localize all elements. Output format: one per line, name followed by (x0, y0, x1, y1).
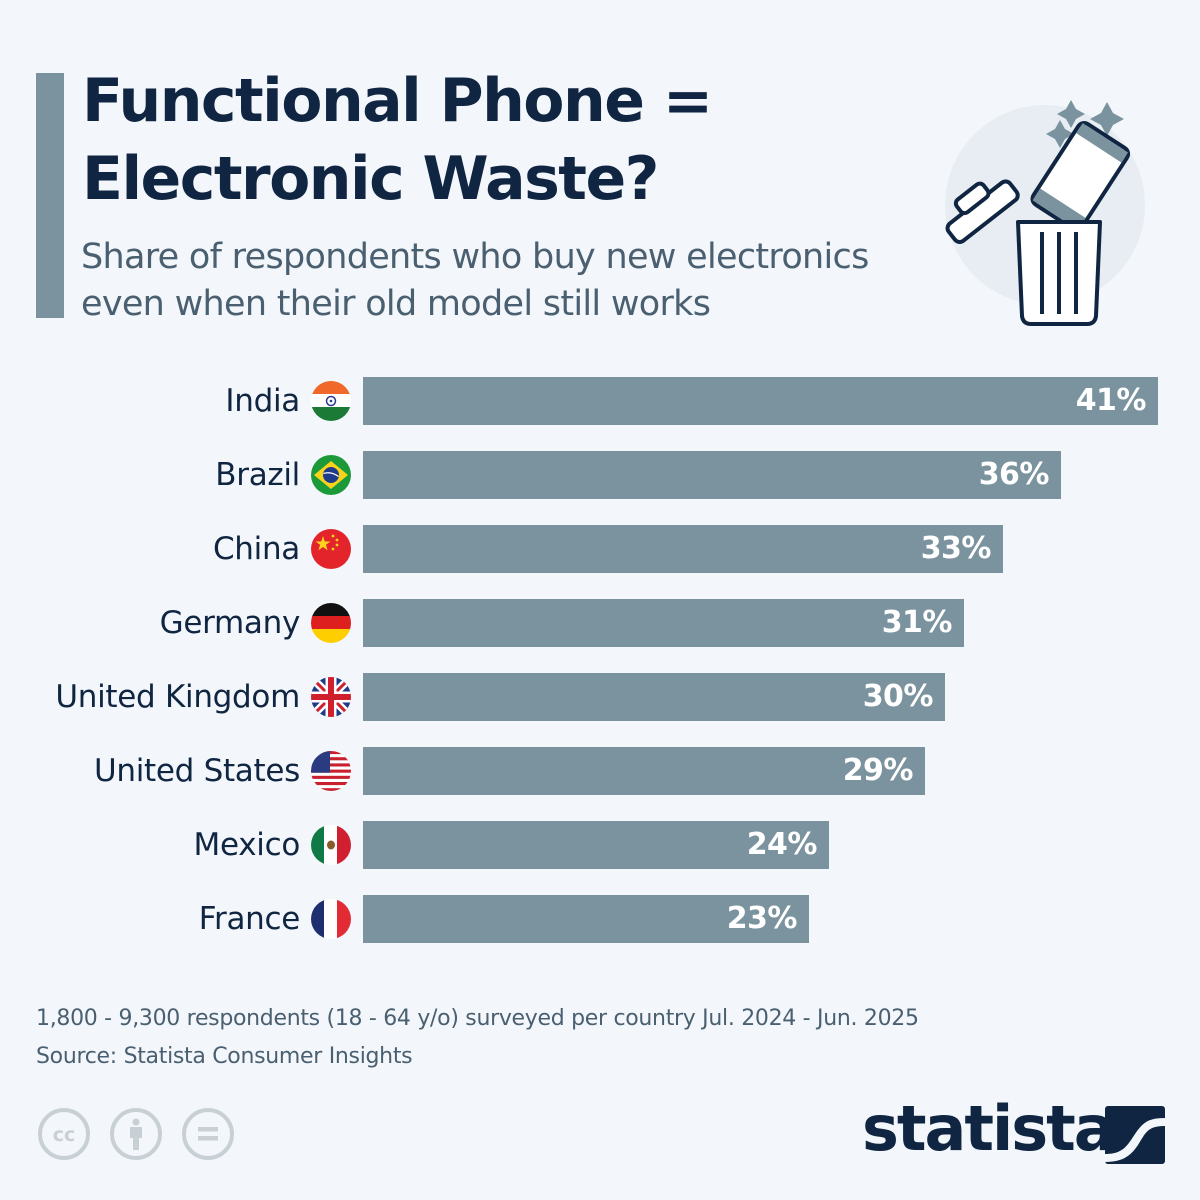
chart-subtitle: Share of respondents who buy new electro… (81, 234, 961, 328)
bar-row-germany: Germany 31% (0, 599, 1200, 647)
us-flag-icon (311, 751, 351, 791)
bar: 29% (363, 747, 925, 795)
value-label: 41% (1075, 383, 1147, 418)
india-flag-icon (311, 381, 351, 421)
bar: 36% (363, 451, 1061, 499)
value-label: 29% (842, 753, 914, 788)
phone-in-trash-can-icon (945, 100, 1145, 326)
country-label: United States (93, 753, 300, 789)
bar: 41% (363, 377, 1158, 425)
country-label: France (198, 901, 301, 937)
germany-flag-icon (311, 603, 351, 643)
bar-row-china: China 33% (0, 525, 1200, 573)
bar: 24% (363, 821, 829, 869)
country-label: China (212, 531, 300, 567)
value-label: 31% (881, 605, 953, 640)
subtitle-line-2: even when their old model still works (81, 284, 711, 324)
statista-logo-icon[interactable] (1105, 1106, 1165, 1164)
bar-row-india: India 41% (0, 377, 1200, 425)
attribution-icon[interactable] (109, 1107, 163, 1161)
value-label: 24% (746, 827, 818, 862)
survey-note: 1,800 - 9,300 respondents (18 - 64 y/o) … (36, 1006, 919, 1031)
france-flag-icon (311, 899, 351, 939)
brazil-flag-icon (311, 455, 351, 495)
title-line-1: Functional Phone = (82, 66, 713, 136)
bar-row-brazil: Brazil 36% (0, 451, 1200, 499)
bar-row-united-kingdom: United Kingdom 30% (0, 673, 1200, 721)
value-label: 23% (726, 901, 798, 936)
bar: 30% (363, 673, 945, 721)
value-label: 30% (862, 679, 934, 714)
cc-icon[interactable]: cc (37, 1107, 91, 1161)
country-label: United Kingdom (55, 679, 300, 715)
subtitle-line-1: Share of respondents who buy new electro… (81, 237, 869, 277)
bar: 33% (363, 525, 1003, 573)
uk-flag-icon (311, 677, 351, 717)
bar: 31% (363, 599, 964, 647)
bar: 23% (363, 895, 809, 943)
country-label: Brazil (215, 457, 300, 493)
value-label: 36% (978, 457, 1050, 492)
country-label: Germany (159, 605, 301, 641)
bar-row-mexico: Mexico 24% (0, 821, 1200, 869)
no-derivatives-icon[interactable] (181, 1107, 235, 1161)
country-label: India (225, 383, 300, 419)
value-label: 33% (920, 531, 992, 566)
mexico-flag-icon (311, 825, 351, 865)
bar-row-united-states: United States 29% (0, 747, 1200, 795)
statista-logo-text[interactable]: statista (862, 1092, 1116, 1165)
bar-row-france: France 23% (0, 895, 1200, 943)
title-accent-bar (36, 73, 64, 318)
china-flag-icon (311, 529, 351, 569)
chart-title: Functional Phone = Electronic Waste? (82, 62, 842, 218)
title-line-2: Electronic Waste? (82, 144, 659, 214)
country-label: Mexico (193, 827, 301, 863)
svg-text:cc: cc (53, 1124, 76, 1146)
footnote: 1,800 - 9,300 respondents (18 - 64 y/o) … (36, 1000, 919, 1076)
source-note: Source: Statista Consumer Insights (36, 1044, 413, 1069)
